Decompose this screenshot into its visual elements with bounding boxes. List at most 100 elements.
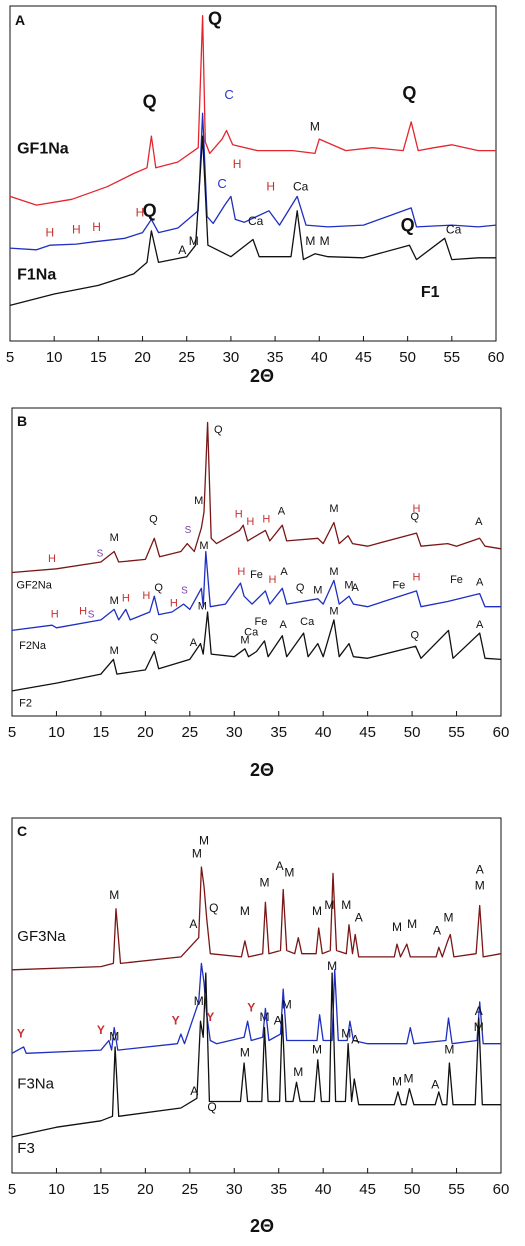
peak-label: Q (402, 83, 416, 103)
peak-label: M (444, 911, 454, 925)
peak-label: Q (208, 8, 222, 28)
peak-label: Q (214, 424, 223, 436)
x-tick-label: 20 (137, 1181, 154, 1198)
peak-label: F1Na (17, 267, 56, 284)
peak-label: F2 (19, 698, 32, 710)
series-line-f2 (11, 611, 502, 692)
x-tick-label: 5 (8, 724, 16, 741)
peak-label: M (320, 234, 330, 248)
peak-label: A (433, 924, 441, 938)
peak-label: H (246, 516, 254, 528)
x-tick-label: 60 (488, 349, 505, 366)
peak-label: M (260, 1010, 270, 1024)
peak-label: M (392, 920, 402, 934)
peak-label: M (240, 635, 249, 647)
peak-label: Y (172, 1013, 180, 1027)
x-tick-label: 25 (181, 1181, 198, 1198)
peak-label: H (266, 180, 275, 194)
peak-label: Q (150, 632, 159, 644)
peak-label: H (92, 220, 101, 234)
peak-label: M (194, 495, 203, 507)
peak-label: A (190, 637, 198, 649)
x-tick-label: 40 (315, 724, 332, 741)
x-tick-label: 35 (267, 349, 284, 366)
x-tick-label: 10 (46, 349, 63, 366)
peak-label: M (444, 1042, 454, 1056)
peak-label: M (474, 1020, 484, 1034)
peak-label: C (217, 176, 226, 191)
peak-label: M (327, 959, 337, 973)
panel-c-series (11, 866, 502, 1138)
peak-label: A (475, 1004, 483, 1018)
peak-label: H (72, 223, 81, 237)
peak-label: M (192, 846, 202, 860)
panel-c-x-axis-label: 2Θ (250, 1216, 274, 1236)
peak-label: Fe (254, 616, 267, 628)
peak-label: A (280, 566, 288, 578)
peak-label: Q (209, 901, 218, 915)
panel-c-x-ticks: 5 10 15 20 25 30 35 40 45 50 55 60 (8, 1168, 510, 1198)
series-line-gf3na (11, 866, 502, 971)
x-tick-label: 30 (223, 349, 240, 366)
x-tick-label: 40 (311, 349, 328, 366)
peak-label: Y (247, 1001, 255, 1015)
peak-label: M (475, 879, 485, 893)
x-tick-label: 45 (355, 349, 372, 366)
peak-label: Ca (244, 627, 259, 639)
peak-label: M (110, 532, 119, 544)
peak-label: Y (206, 1010, 214, 1024)
panel-b-x-axis-label: 2Θ (250, 760, 274, 780)
panel-b-x-ticks: 5 10 15 20 25 30 35 40 45 50 55 60 (8, 711, 509, 741)
panel-a-frame (9, 5, 497, 342)
panel-c-letter: C (17, 823, 27, 839)
x-tick-label: 15 (93, 1181, 110, 1198)
peak-label: M (344, 579, 353, 591)
peak-label: Y (97, 1023, 105, 1037)
series-line-f3 (11, 972, 501, 1138)
peak-label: GF3Na (17, 928, 66, 945)
peak-label: M (240, 1046, 250, 1060)
series-line-f2na (11, 550, 501, 632)
peak-label: C (224, 87, 233, 102)
peak-label: M (110, 595, 119, 607)
x-tick-label: 5 (8, 1181, 16, 1198)
peak-label: M (313, 585, 322, 597)
peak-label: M (199, 834, 209, 848)
peak-label: M (110, 645, 119, 657)
x-tick-label: 15 (90, 349, 107, 366)
peak-label: Q (143, 201, 157, 221)
peak-label: F1 (421, 284, 440, 301)
peak-label: A (475, 516, 483, 528)
x-tick-label: 60 (493, 1181, 510, 1198)
x-tick-label: 15 (93, 724, 110, 741)
peak-label: M (392, 1075, 402, 1089)
x-tick-label: 25 (181, 724, 198, 741)
panel-b-series (11, 421, 502, 692)
peak-label: Q (411, 511, 420, 523)
peak-label: A (280, 619, 288, 631)
x-tick-label: 55 (448, 1181, 465, 1198)
peak-label: H (262, 514, 270, 526)
peak-label: M (109, 888, 119, 902)
peak-label: A (476, 577, 484, 589)
peak-label: Fe (450, 574, 463, 586)
peak-label: A (189, 917, 197, 931)
peak-label: A (178, 243, 186, 257)
peak-label: Ca (446, 223, 462, 237)
peak-label: H (237, 566, 245, 578)
x-tick-label: 35 (270, 1181, 287, 1198)
peak-label: H (413, 571, 421, 583)
peak-label: H (269, 574, 277, 586)
x-tick-label: 20 (137, 724, 154, 741)
peak-label: M (240, 904, 250, 918)
peak-label: Q (154, 582, 163, 594)
series-line-f1na (9, 112, 497, 251)
peak-label: H (45, 226, 54, 240)
peak-label: M (109, 1030, 119, 1044)
peak-label: Y (17, 1026, 25, 1040)
peak-label: M (341, 898, 351, 912)
